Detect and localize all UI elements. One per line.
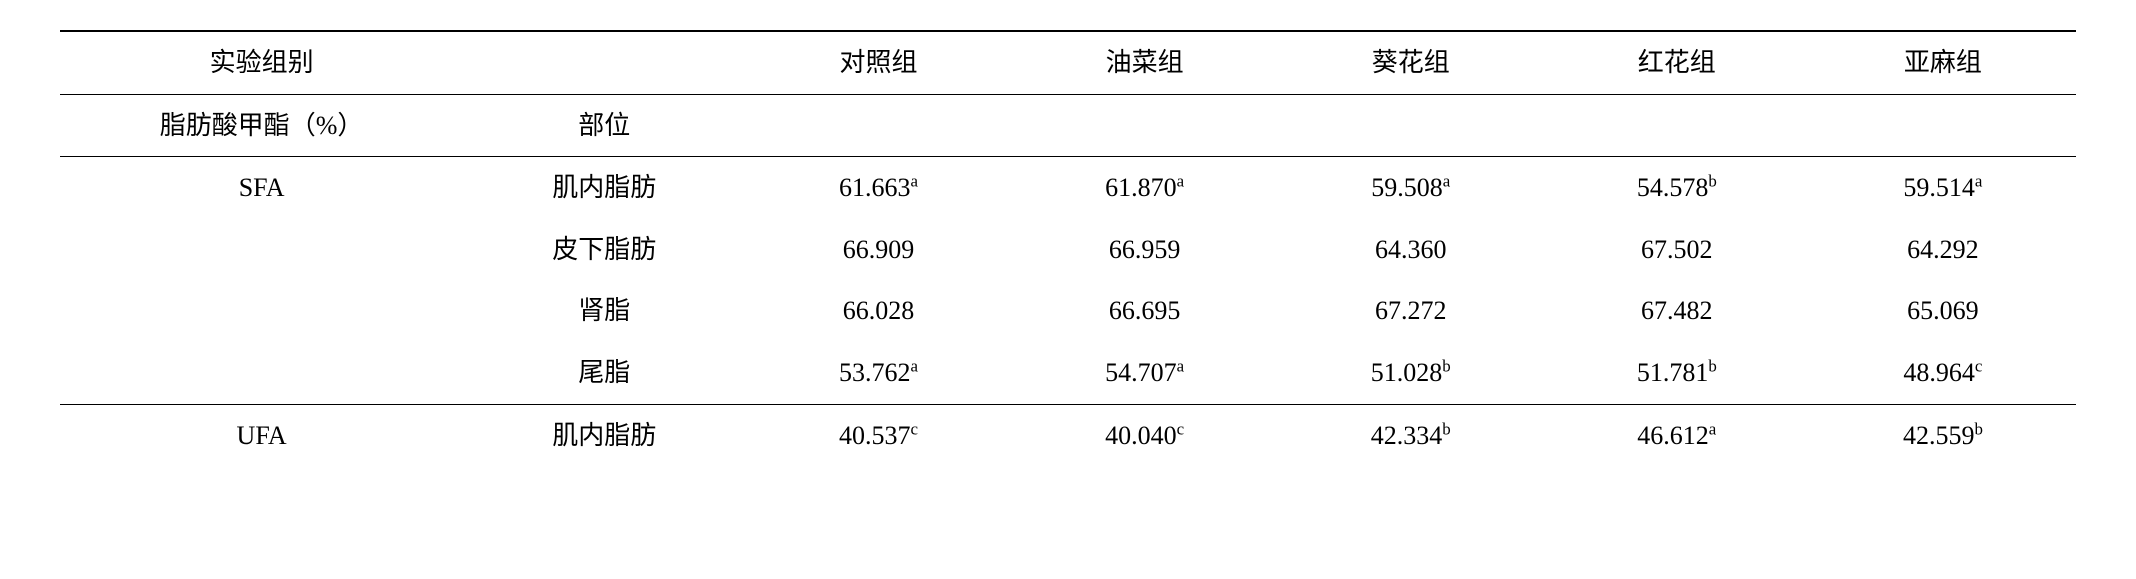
data-cell: 54.707a: [1012, 342, 1278, 404]
data-cell: 51.028b: [1278, 342, 1544, 404]
data-cell: 53.762a: [745, 342, 1011, 404]
header-row-2: 脂肪酸甲酯（%） 部位: [60, 94, 2076, 157]
table-row: UFA 肌内脂肪 40.537c 40.040c 42.334b 46.612a…: [60, 404, 2076, 466]
data-cell: 40.537c: [745, 404, 1011, 466]
group-sfa: SFA: [60, 157, 463, 219]
data-cell: 51.781b: [1544, 342, 1810, 404]
data-cell: 65.069: [1810, 280, 2076, 342]
fatty-acid-table: 实验组别 对照组 油菜组 葵花组 红花组 亚麻组 脂肪酸甲酯（%） 部位 SFA…: [60, 30, 2076, 466]
part-cell: 肾脂: [463, 280, 745, 342]
header-col-rapeseed: 油菜组: [1012, 31, 1278, 94]
data-cell: 66.695: [1012, 280, 1278, 342]
data-cell: 42.559b: [1810, 404, 2076, 466]
header-part: 部位: [463, 94, 745, 157]
data-cell: 42.334b: [1278, 404, 1544, 466]
part-cell: 肌内脂肪: [463, 404, 745, 466]
data-cell: 67.502: [1544, 219, 1810, 281]
data-cell: 48.964c: [1810, 342, 2076, 404]
group-ufa: UFA: [60, 404, 463, 466]
data-cell: 66.909: [745, 219, 1011, 281]
data-cell: 46.612a: [1544, 404, 1810, 466]
header-col-control: 对照组: [745, 31, 1011, 94]
data-cell: 59.514a: [1810, 157, 2076, 219]
header-blank: [463, 31, 745, 94]
data-cell: 61.870a: [1012, 157, 1278, 219]
table-row: SFA 肌内脂肪 61.663a 61.870a 59.508a 54.578b…: [60, 157, 2076, 219]
header-row-1: 实验组别 对照组 油菜组 葵花组 红花组 亚麻组: [60, 31, 2076, 94]
header-fame-pct: 脂肪酸甲酯（%）: [60, 94, 463, 157]
data-cell: 66.959: [1012, 219, 1278, 281]
data-cell: 64.292: [1810, 219, 2076, 281]
data-cell: 54.578b: [1544, 157, 1810, 219]
data-cell: 66.028: [745, 280, 1011, 342]
table-row: 尾脂 53.762a 54.707a 51.028b 51.781b 48.96…: [60, 342, 2076, 404]
part-cell: 尾脂: [463, 342, 745, 404]
data-cell: 64.360: [1278, 219, 1544, 281]
data-cell: 67.482: [1544, 280, 1810, 342]
part-cell: 皮下脂肪: [463, 219, 745, 281]
data-cell: 67.272: [1278, 280, 1544, 342]
table-row: 肾脂 66.028 66.695 67.272 67.482 65.069: [60, 280, 2076, 342]
part-cell: 肌内脂肪: [463, 157, 745, 219]
header-col-sunflower: 葵花组: [1278, 31, 1544, 94]
header-col-safflower: 红花组: [1544, 31, 1810, 94]
header-experiment-group: 实验组别: [60, 31, 463, 94]
data-cell: 61.663a: [745, 157, 1011, 219]
data-cell: 59.508a: [1278, 157, 1544, 219]
header-col-flax: 亚麻组: [1810, 31, 2076, 94]
data-cell: 40.040c: [1012, 404, 1278, 466]
table-row: 皮下脂肪 66.909 66.959 64.360 67.502 64.292: [60, 219, 2076, 281]
